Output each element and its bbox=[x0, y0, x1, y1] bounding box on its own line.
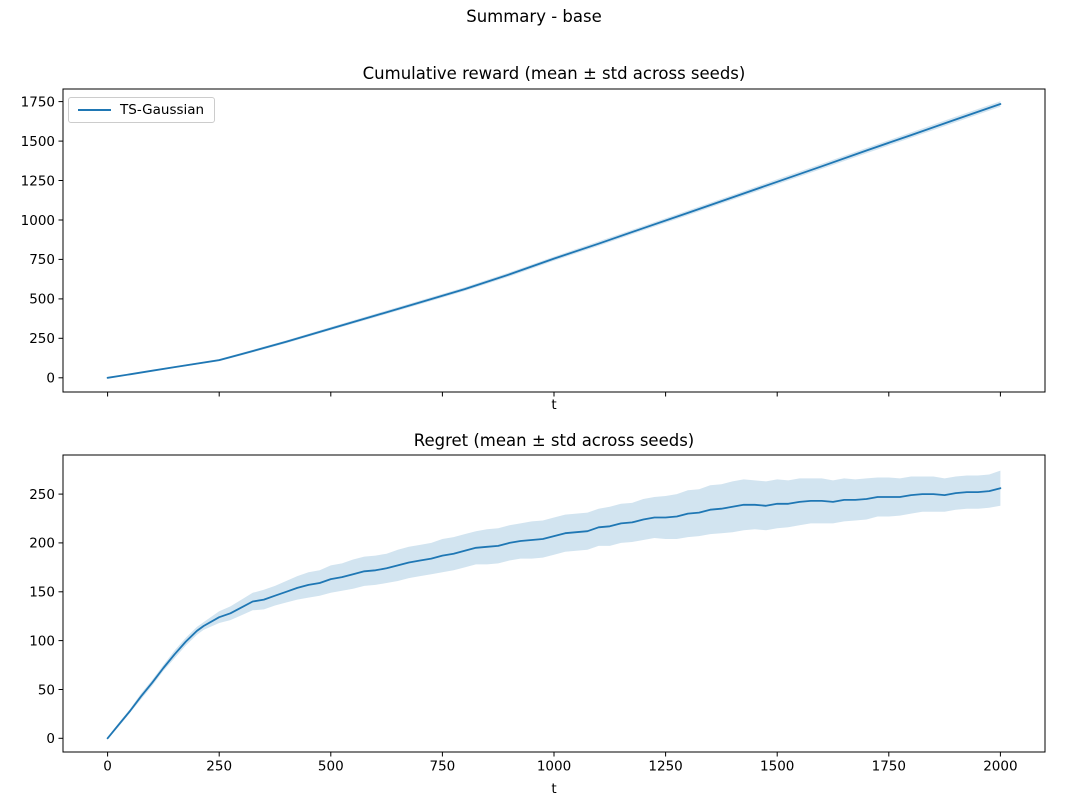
legend: TS-Gaussian bbox=[68, 97, 216, 124]
regret-xlabel: t bbox=[551, 781, 557, 797]
y-tick-label: 250 bbox=[29, 487, 55, 503]
x-tick-label: 1250 bbox=[648, 759, 682, 775]
legend-label: TS-Gaussian bbox=[120, 102, 205, 118]
x-tick-label: 1000 bbox=[537, 759, 571, 775]
y-tick-label: 1250 bbox=[21, 173, 55, 189]
x-tick-label: 2000 bbox=[983, 759, 1017, 775]
y-tick-label: 1000 bbox=[21, 213, 55, 229]
y-tick-label: 0 bbox=[46, 371, 55, 387]
std-band bbox=[107, 101, 1001, 378]
x-tick-label: 1750 bbox=[872, 759, 906, 775]
cumulative-reward-title: Cumulative reward (mean ± std across see… bbox=[362, 64, 746, 83]
y-tick-label: 1750 bbox=[21, 94, 55, 110]
y-tick-label: 500 bbox=[29, 292, 55, 308]
regret-plot: 0 250 500 750 1000 1250 1500 1750 2000 0 50 100 150 2… bbox=[29, 454, 1046, 775]
y-tick-label: 50 bbox=[38, 682, 55, 698]
std-band bbox=[107, 470, 1001, 740]
y-tick-label: 1500 bbox=[21, 134, 55, 150]
cumulative-reward-xlabel: t bbox=[551, 397, 557, 413]
y-tick-label: 150 bbox=[29, 585, 55, 601]
cumulative-reward-plot: 0 250 500 750 1000 1250 1500 1750 bbox=[21, 88, 1046, 397]
y-tick-label: 100 bbox=[29, 633, 55, 649]
x-tick-label: 0 bbox=[103, 759, 112, 775]
y-tick-label: 750 bbox=[29, 252, 55, 268]
y-tick-label: 250 bbox=[29, 331, 55, 347]
mean-line bbox=[106, 487, 1002, 740]
figure-suptitle: Summary - base bbox=[466, 7, 602, 26]
x-tick-label: 1500 bbox=[760, 759, 794, 775]
y-tick-label: 0 bbox=[46, 731, 55, 747]
mean-line bbox=[106, 103, 1002, 379]
x-tick-label: 750 bbox=[430, 759, 456, 775]
y-tick-label: 200 bbox=[29, 536, 55, 552]
legend-line-sample-icon bbox=[78, 109, 111, 112]
regret-title: Regret (mean ± std across seeds) bbox=[413, 431, 695, 450]
axes-frame bbox=[62, 88, 1046, 393]
x-tick-label: 500 bbox=[318, 759, 344, 775]
x-tick-label: 250 bbox=[206, 759, 232, 775]
